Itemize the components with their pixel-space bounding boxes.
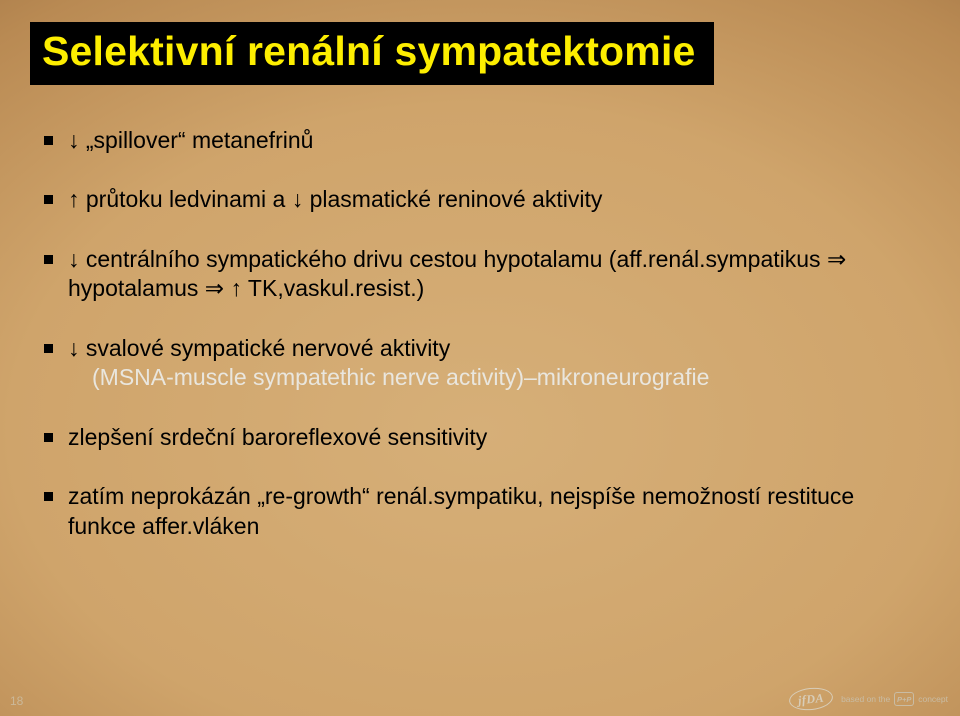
slide-title: Selektivní renální sympatektomie <box>42 28 696 74</box>
footer-text: based on the P+P concept <box>841 692 948 706</box>
footer-based-on: based on the <box>841 694 890 704</box>
bullet-subtext: (MSNA-muscle sympatethic nerve activity)… <box>68 363 912 392</box>
pp-icon: P+P <box>894 692 914 706</box>
bullet-text: zatím neprokázán „re-growth“ renál.sympa… <box>68 483 854 538</box>
list-item: ↓ svalové sympatické nervové aktivity (M… <box>42 334 912 393</box>
list-item: zatím neprokázán „re-growth“ renál.sympa… <box>42 482 912 541</box>
list-item: zlepšení srdeční baroreflexové sensitivi… <box>42 423 912 452</box>
footer-logo: jfDA based on the P+P concept <box>789 688 948 710</box>
list-item: ↓ centrálního sympatického drivu cestou … <box>42 245 912 304</box>
bullet-text: ↓ „spillover“ metanefrinů <box>68 127 313 153</box>
list-item: ↓ „spillover“ metanefrinů <box>42 126 912 155</box>
footer-concept: concept <box>918 694 948 704</box>
list-item: ↑ průtoku ledvinami a ↓ plasmatické reni… <box>42 185 912 214</box>
bullet-text: ↑ průtoku ledvinami a ↓ plasmatické reni… <box>68 186 602 212</box>
jfda-logo-icon: jfDA <box>788 686 834 712</box>
bullet-text: ↓ centrálního sympatického drivu cestou … <box>68 246 846 301</box>
bullet-text: ↓ svalové sympatické nervové aktivity <box>68 335 450 361</box>
title-box: Selektivní renální sympatektomie <box>30 22 714 85</box>
bullet-list: ↓ „spillover“ metanefrinů ↑ průtoku ledv… <box>42 126 912 571</box>
page-number: 18 <box>10 694 23 708</box>
bullet-text: zlepšení srdeční baroreflexové sensitivi… <box>68 424 487 450</box>
slide: Selektivní renální sympatektomie ↓ „spil… <box>0 0 960 716</box>
